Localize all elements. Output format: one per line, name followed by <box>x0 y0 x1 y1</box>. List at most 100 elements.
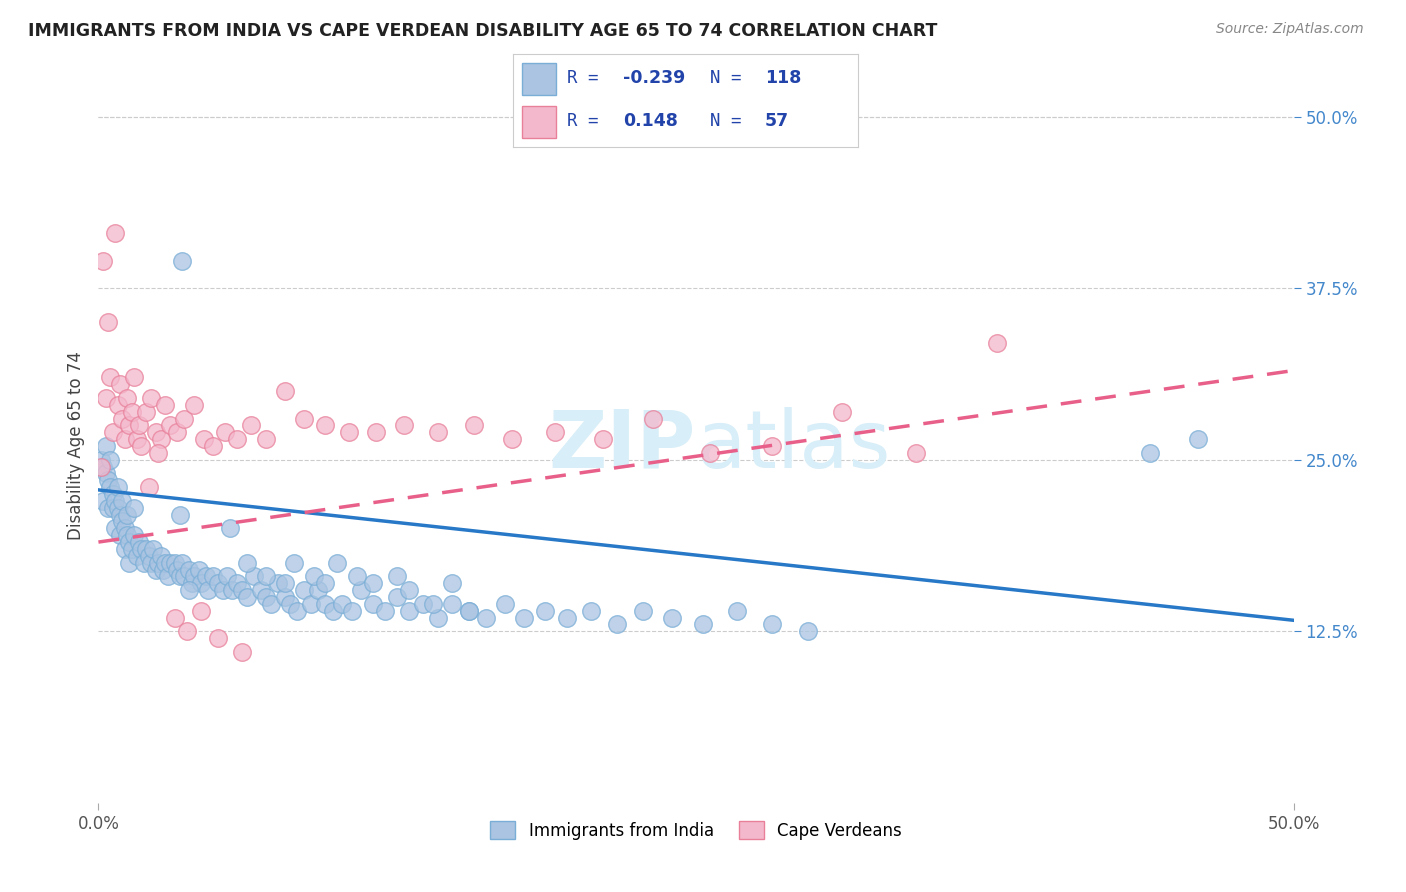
Point <box>544 425 567 440</box>
Point <box>163 556 186 570</box>
Point <box>115 508 138 522</box>
Point <box>235 590 257 604</box>
Point <box>145 425 167 440</box>
Point <box>114 521 136 535</box>
Point <box>240 418 263 433</box>
Point <box>285 604 308 618</box>
Point <box>118 418 141 433</box>
Point <box>219 521 242 535</box>
Point <box>121 541 143 556</box>
Point <box>761 617 783 632</box>
Point <box>283 556 305 570</box>
Point <box>394 418 416 433</box>
Text: Source: ZipAtlas.com: Source: ZipAtlas.com <box>1216 22 1364 37</box>
Point <box>115 391 138 405</box>
Point <box>207 576 229 591</box>
Point <box>142 541 165 556</box>
Point <box>330 597 353 611</box>
Point <box>426 610 449 624</box>
Point <box>124 500 146 515</box>
Point <box>107 480 129 494</box>
Point <box>183 569 205 583</box>
Point <box>145 562 167 576</box>
Point <box>159 418 181 433</box>
Point <box>139 391 162 405</box>
Point <box>114 432 136 446</box>
FancyBboxPatch shape <box>522 63 557 95</box>
Point <box>111 494 134 508</box>
Point <box>121 405 143 419</box>
Text: atlas: atlas <box>696 407 890 485</box>
Point <box>226 432 249 446</box>
Point <box>274 576 297 591</box>
Point <box>118 556 141 570</box>
Point <box>98 480 122 494</box>
Point <box>104 494 127 508</box>
Point <box>166 425 188 440</box>
Point <box>193 432 215 446</box>
Point <box>98 370 122 384</box>
Point <box>398 604 420 618</box>
Point <box>221 583 243 598</box>
Point <box>90 459 112 474</box>
Point <box>172 556 194 570</box>
Point <box>555 610 578 624</box>
Point <box>1139 446 1161 460</box>
Point <box>441 597 464 611</box>
Point <box>108 508 131 522</box>
Point <box>115 528 138 542</box>
Point <box>231 645 253 659</box>
Point <box>128 535 150 549</box>
Point <box>292 583 315 598</box>
Point <box>474 610 496 624</box>
Point <box>606 617 628 632</box>
Point <box>156 569 179 583</box>
Point <box>592 432 614 446</box>
Point <box>299 597 322 611</box>
Point <box>195 569 218 583</box>
Point <box>98 452 122 467</box>
Point <box>633 604 655 618</box>
Text: R =: R = <box>567 112 619 130</box>
Point <box>187 562 209 576</box>
Point <box>254 432 277 446</box>
Point <box>172 253 194 268</box>
Point <box>761 439 783 453</box>
Point <box>159 556 181 570</box>
Point <box>292 411 315 425</box>
Point <box>125 549 148 563</box>
Point <box>91 494 114 508</box>
Point <box>108 377 131 392</box>
Point <box>94 391 117 405</box>
Point <box>1187 432 1209 446</box>
Point <box>426 425 449 440</box>
Point <box>132 556 155 570</box>
Point <box>231 583 253 598</box>
Point <box>107 500 129 515</box>
Point <box>108 528 131 542</box>
Text: 0.148: 0.148 <box>623 112 678 130</box>
Point <box>250 583 273 598</box>
Point <box>986 336 1008 351</box>
Point <box>326 556 349 570</box>
Point <box>254 569 277 583</box>
Point <box>179 562 201 576</box>
Point <box>138 480 160 494</box>
Point <box>797 624 820 639</box>
Point <box>104 521 127 535</box>
Point <box>125 432 148 446</box>
Point <box>101 500 124 515</box>
Point <box>278 597 301 611</box>
Point <box>385 569 409 583</box>
Point <box>94 439 117 453</box>
Text: N =: N = <box>710 112 752 130</box>
Point <box>90 452 112 467</box>
Point <box>97 473 120 487</box>
Point <box>364 425 387 440</box>
Point <box>111 515 134 529</box>
Point <box>163 610 186 624</box>
Text: 118: 118 <box>765 69 801 87</box>
Point <box>91 459 114 474</box>
Y-axis label: Disability Age 65 to 74: Disability Age 65 to 74 <box>66 351 84 541</box>
Text: 57: 57 <box>765 112 789 130</box>
